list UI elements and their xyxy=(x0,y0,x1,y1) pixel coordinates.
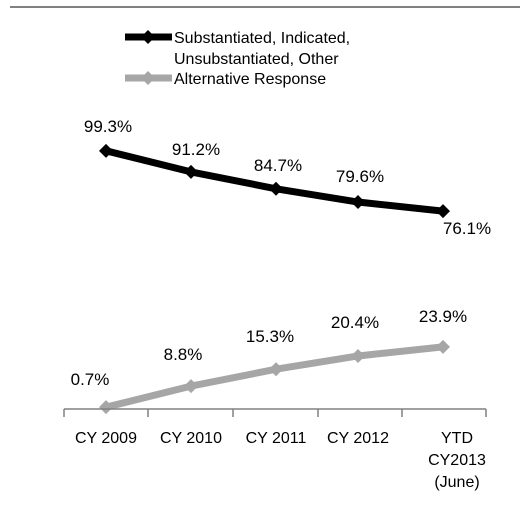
x-tick-label: YTD CY2013 (June) xyxy=(428,430,486,491)
series-line xyxy=(105,343,444,411)
legend-entry-2: Alternative Response xyxy=(125,71,326,88)
data-point-marker xyxy=(436,204,450,219)
data-label: 8.8% xyxy=(164,345,203,364)
data-point-marker xyxy=(351,195,365,210)
data-point-marker xyxy=(269,181,283,196)
data-label: 84.7% xyxy=(254,156,302,175)
legend-label-line: Substantiated, Indicated, xyxy=(174,30,350,47)
x-tick-label-line: CY2013 xyxy=(428,452,486,469)
legend-swatch-marker xyxy=(141,30,155,44)
legend-label: Substantiated, Indicated, Unsubstantiated… xyxy=(174,30,350,68)
series-1: 99.3% 91.2% 84.7% 79.6% 76.1% xyxy=(84,117,491,238)
x-tick-label-line: CY 2009 xyxy=(75,430,137,447)
x-axis: CY 2009 CY 2010 CY 2011 CY 2012 YTD CY2013 (Ju… xyxy=(63,408,487,491)
data-label: 99.3% xyxy=(84,117,132,136)
series-layer: 99.3% 91.2% 84.7% 79.6% 76.1% 0.7% 8.8% 15.3% 20… xyxy=(71,117,491,415)
x-tick-label: CY 2009 xyxy=(75,430,137,447)
data-point-marker xyxy=(99,143,113,158)
legend-label-line: Alternative Response xyxy=(174,71,326,88)
data-label: 23.9% xyxy=(419,307,467,326)
x-tick-label-line: (June) xyxy=(434,474,479,491)
data-label: 91.2% xyxy=(172,140,220,159)
data-point-marker xyxy=(436,339,450,354)
data-label: 20.4% xyxy=(331,313,379,332)
data-point-marker xyxy=(99,400,113,415)
x-tick-label-line: CY 2012 xyxy=(327,430,389,447)
data-point-marker xyxy=(184,379,198,394)
legend-swatch-marker xyxy=(141,71,155,85)
x-tick-label-line: YTD xyxy=(441,430,473,447)
series-2: 0.7% 8.8% 15.3% 20.4% 23.9% xyxy=(71,307,467,415)
data-label: 79.6% xyxy=(336,167,384,186)
data-point-marker xyxy=(351,348,365,363)
data-label: 0.7% xyxy=(71,370,110,389)
x-tick-label: CY 2010 xyxy=(160,430,222,447)
x-tick-label: CY 2012 xyxy=(327,430,389,447)
legend-entry-1: Substantiated, Indicated, Unsubstantiated… xyxy=(125,30,350,68)
legend-label: Alternative Response xyxy=(174,71,326,88)
data-label: 15.3% xyxy=(246,327,294,346)
data-label: 76.1% xyxy=(443,219,491,238)
legend: Substantiated, Indicated, Unsubstantiated… xyxy=(125,30,350,88)
x-tick-label-line: CY 2010 xyxy=(160,430,222,447)
data-point-marker xyxy=(184,164,198,179)
x-tick-label: CY 2011 xyxy=(246,430,307,447)
x-tick-label-line: CY 2011 xyxy=(246,430,307,447)
data-point-marker xyxy=(269,362,283,377)
legend-label-line: Unsubstantiated, Other xyxy=(174,51,339,68)
